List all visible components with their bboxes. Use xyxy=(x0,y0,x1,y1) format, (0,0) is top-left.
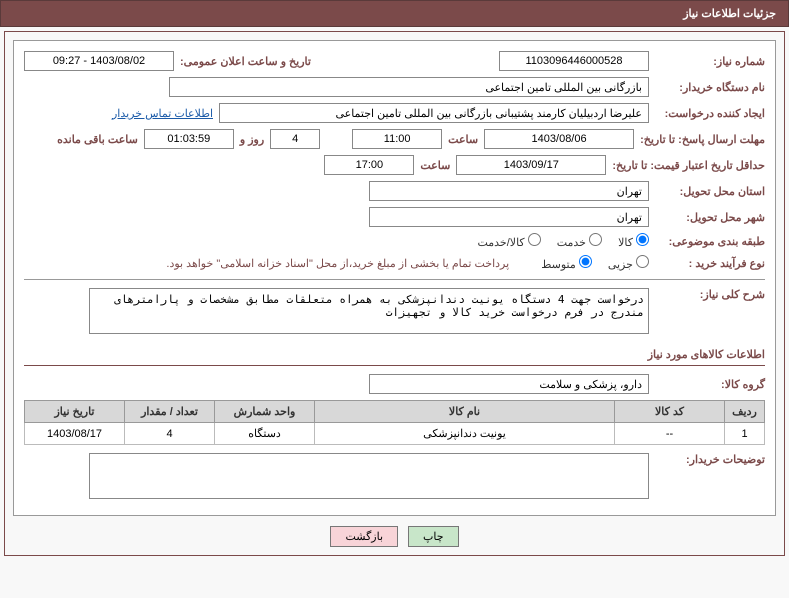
province-field xyxy=(369,181,649,201)
row-validity: حداقل تاریخ اعتبار قیمت: تا تاریخ: ساعت xyxy=(24,155,765,175)
buyer-contact-link[interactable]: اطلاعات تماس خریدار xyxy=(112,107,213,120)
description-field[interactable] xyxy=(89,288,649,334)
row-deadline: مهلت ارسال پاسخ: تا تاریخ: ساعت روز و سا… xyxy=(24,129,765,149)
deadline-days xyxy=(270,129,320,149)
validity-date xyxy=(456,155,606,175)
validity-time xyxy=(324,155,414,175)
cell-code: -- xyxy=(615,423,725,445)
proc-opt-minor[interactable]: جزیی xyxy=(608,255,649,271)
goods-table: ردیف کد کالا نام کالا واحد شمارش تعداد /… xyxy=(24,400,765,445)
th-unit: واحد شمارش xyxy=(215,401,315,423)
cell-unit: دستگاه xyxy=(215,423,315,445)
goods-section-title: اطلاعات کالاهای مورد نیاز xyxy=(24,344,765,366)
cat-radio-service[interactable] xyxy=(589,233,602,246)
th-row: ردیف xyxy=(725,401,765,423)
buyer-org-label: نام دستگاه خریدار: xyxy=(655,81,765,94)
cat-opt-both[interactable]: کالا/خدمت xyxy=(477,233,540,249)
print-button[interactable]: چاپ xyxy=(408,526,459,547)
cell-name: یونیت دندانپزشکی xyxy=(315,423,615,445)
cat-radio-goods[interactable] xyxy=(636,233,649,246)
outer-frame: شماره نیاز: تاریخ و ساعت اعلان عمومی: نا… xyxy=(4,31,785,556)
deadline-time xyxy=(352,129,442,149)
buyer-org-field xyxy=(169,77,649,97)
proc-opt-medium[interactable]: متوسط xyxy=(541,255,592,271)
back-button[interactable]: بازگشت xyxy=(330,526,398,547)
row-buyer-notes: توضیحات خریدار: xyxy=(24,453,765,499)
buyer-notes-box xyxy=(89,453,649,499)
th-date: تاریخ نیاز xyxy=(25,401,125,423)
category-label: طبقه بندی موضوعی: xyxy=(655,235,765,248)
announce-label: تاریخ و ساعت اعلان عمومی: xyxy=(180,55,311,68)
page-title: جزئیات اطلاعات نیاز xyxy=(683,8,776,20)
row-buyer-org: نام دستگاه خریدار: xyxy=(24,77,765,97)
th-qty: تعداد / مقدار xyxy=(125,401,215,423)
process-note: پرداخت تمام یا بخشی از مبلغ خرید،از محل … xyxy=(166,257,509,270)
button-row: چاپ بازگشت xyxy=(13,526,776,547)
buyer-notes-label: توضیحات خریدار: xyxy=(655,453,765,466)
row-creator: ایجاد کننده درخواست: اطلاعات تماس خریدار xyxy=(24,103,765,123)
cat-radio-both[interactable] xyxy=(528,233,541,246)
announce-field xyxy=(24,51,174,71)
city-label: شهر محل تحویل: xyxy=(655,211,765,224)
row-province: استان محل تحویل: xyxy=(24,181,765,201)
goods-group-label: گروه کالا: xyxy=(655,378,765,391)
goods-group-field xyxy=(369,374,649,394)
cell-qty: 4 xyxy=(125,423,215,445)
creator-label: ایجاد کننده درخواست: xyxy=(655,107,765,120)
validity-time-label: ساعت xyxy=(420,159,450,172)
days-label: روز و xyxy=(240,133,264,146)
deadline-date xyxy=(484,129,634,149)
need-number-field xyxy=(499,51,649,71)
row-process: نوع فرآیند خرید : جزیی متوسط پرداخت تمام… xyxy=(24,255,765,271)
row-need-number: شماره نیاز: تاریخ و ساعت اعلان عمومی: xyxy=(24,51,765,71)
page-header: جزئیات اطلاعات نیاز xyxy=(0,0,789,27)
category-radio-group: کالا خدمت کالا/خدمت xyxy=(477,233,649,249)
deadline-remain xyxy=(144,129,234,149)
th-name: نام کالا xyxy=(315,401,615,423)
cell-row: 1 xyxy=(725,423,765,445)
need-number-label: شماره نیاز: xyxy=(655,55,765,68)
row-category: طبقه بندی موضوعی: کالا خدمت کالا/خدمت xyxy=(24,233,765,249)
cat-opt-goods[interactable]: کالا xyxy=(618,233,649,249)
proc-radio-minor[interactable] xyxy=(636,255,649,268)
table-header-row: ردیف کد کالا نام کالا واحد شمارش تعداد /… xyxy=(25,401,765,423)
cell-date: 1403/08/17 xyxy=(25,423,125,445)
remain-label: ساعت باقی مانده xyxy=(57,133,138,146)
row-goods-group: گروه کالا: xyxy=(24,374,765,394)
city-field xyxy=(369,207,649,227)
process-radio-group: جزیی متوسط xyxy=(541,255,649,271)
deadline-time-label: ساعت xyxy=(448,133,478,146)
table-row: 1 -- یونیت دندانپزشکی دستگاه 4 1403/08/1… xyxy=(25,423,765,445)
row-city: شهر محل تحویل: xyxy=(24,207,765,227)
process-label: نوع فرآیند خرید : xyxy=(655,257,765,270)
th-code: کد کالا xyxy=(615,401,725,423)
cat-opt-service[interactable]: خدمت xyxy=(557,233,602,249)
creator-field xyxy=(219,103,649,123)
proc-radio-medium[interactable] xyxy=(579,255,592,268)
province-label: استان محل تحویل: xyxy=(655,185,765,198)
deadline-label: مهلت ارسال پاسخ: تا تاریخ: xyxy=(640,133,765,146)
description-label: شرح کلی نیاز: xyxy=(655,288,765,301)
validity-label: حداقل تاریخ اعتبار قیمت: تا تاریخ: xyxy=(612,159,765,172)
row-description: شرح کلی نیاز: xyxy=(24,288,765,334)
form-container: شماره نیاز: تاریخ و ساعت اعلان عمومی: نا… xyxy=(13,40,776,516)
